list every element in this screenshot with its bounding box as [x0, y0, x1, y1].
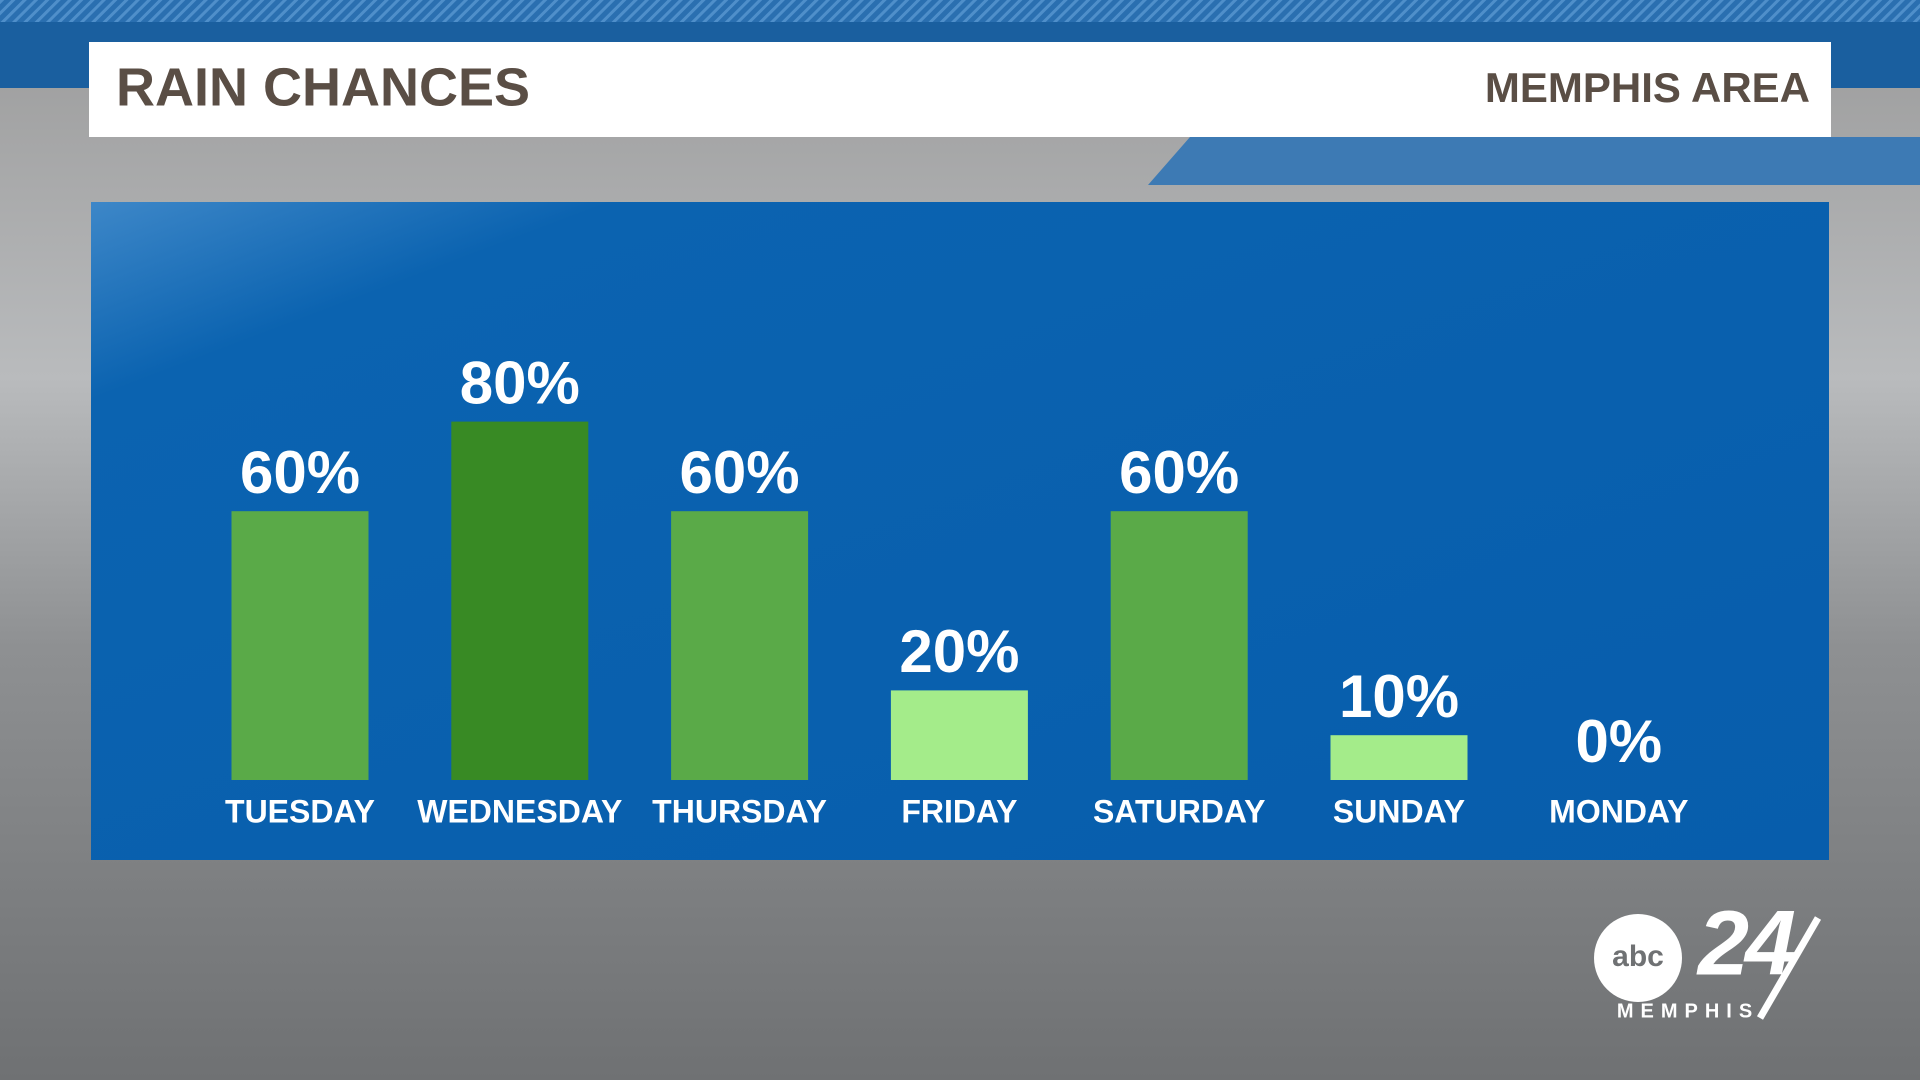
logo: abc 24 MEMPHIS — [1594, 892, 1822, 1022]
x-tick-label: MONDAY — [1549, 793, 1688, 829]
value-label: 60% — [1119, 439, 1239, 506]
x-tick-label: THURSDAY — [652, 793, 827, 829]
chart-title: RAIN CHANCES — [116, 57, 530, 117]
value-label: 60% — [680, 439, 800, 506]
logo-city: MEMPHIS — [1617, 1000, 1759, 1022]
bar — [671, 511, 809, 780]
x-tick-label: WEDNESDAY — [417, 793, 622, 829]
value-label: 80% — [460, 349, 580, 416]
x-tick-label: TUESDAY — [225, 793, 375, 829]
value-label: 0% — [1575, 708, 1662, 775]
bars: 60% TUESDAY 80% WEDNESDAY 60% THURSDAY 20% FRID… — [225, 349, 1688, 829]
bar — [1330, 735, 1468, 780]
x-tick-label: SUNDAY — [1333, 793, 1465, 829]
header-box — [89, 42, 1831, 137]
value-label: 60% — [240, 439, 360, 506]
x-tick-label: FRIDAY — [901, 793, 1017, 829]
logo-slash — [1756, 916, 1822, 1020]
logo-network: abc — [1612, 940, 1664, 973]
header-wedge — [1148, 137, 1920, 185]
logo-circle — [1594, 914, 1682, 1002]
top-stripes — [0, 0, 1920, 22]
bar — [890, 690, 1028, 780]
bar — [451, 421, 589, 780]
chart-subtitle: MEMPHIS AREA — [1485, 64, 1810, 111]
bar — [1110, 511, 1248, 780]
x-tick-label: SATURDAY — [1093, 793, 1265, 829]
value-label: 20% — [899, 618, 1019, 685]
bar — [231, 511, 369, 780]
value-label: 10% — [1339, 663, 1459, 730]
